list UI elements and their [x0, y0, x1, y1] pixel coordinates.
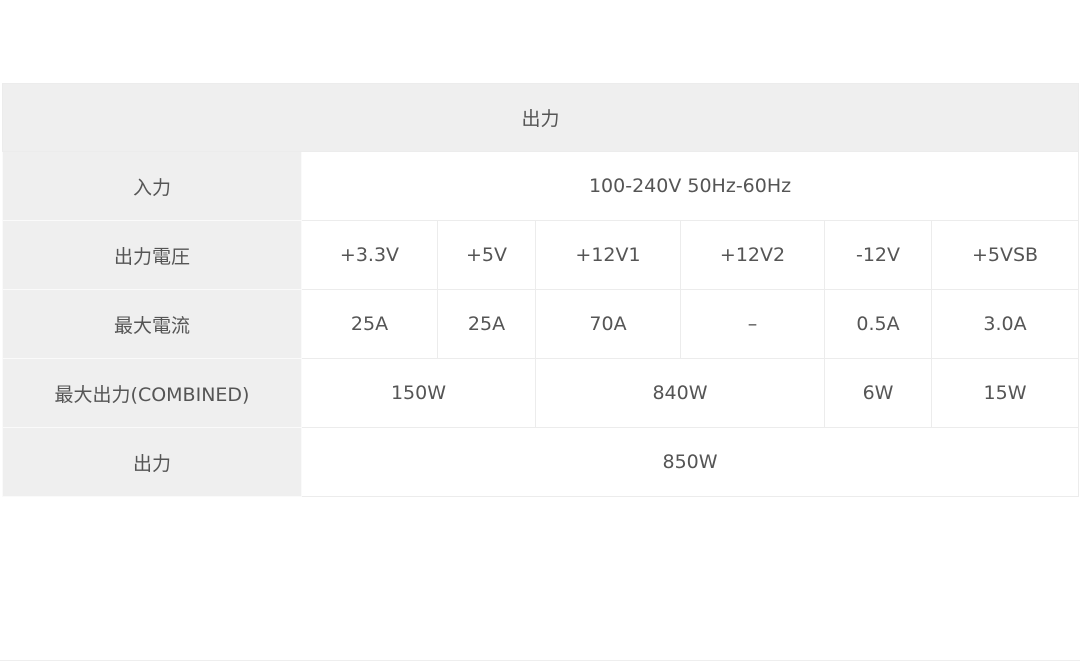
table-cell: +5V: [437, 220, 536, 290]
table-cell: 70A: [535, 289, 681, 359]
row-label: 入力: [2, 151, 302, 221]
table-cell: 0.5A: [824, 289, 932, 359]
table-row-voltage: 出力電圧 +3.3V +5V +12V1 +12V2 -12V +5VSB: [2, 220, 1080, 290]
table-cell: +12V2: [680, 220, 825, 290]
divider: [0, 660, 1080, 661]
table-row-current: 最大電流 25A 25A 70A – 0.5A 3.0A: [2, 289, 1080, 359]
row-label: 出力: [2, 427, 302, 497]
row-label: 出力電圧: [2, 220, 302, 290]
table-cell: 25A: [437, 289, 536, 359]
table-cell: 15W: [930, 358, 1080, 428]
row-label: 最大出力(COMBINED): [2, 358, 302, 428]
table-cell: 25A: [301, 289, 438, 359]
input-value: 100-240V 50Hz-60Hz: [300, 151, 1080, 221]
table-cell: 6W: [824, 358, 932, 428]
table-cell: +12V1: [535, 220, 681, 290]
table-row-input: 入力 100-240V 50Hz-60Hz: [2, 151, 1080, 221]
table-title: 出力: [1, 83, 1080, 152]
table-header-row: 出力: [1, 83, 1080, 152]
table-row-combined: 最大出力(COMBINED) 150W 840W 6W 15W: [2, 358, 1080, 428]
psu-spec-table: 出力 入力 100-240V 50Hz-60Hz 出力電圧 +3.3V +5V …: [1, 83, 1080, 497]
output-value: 850W: [300, 427, 1080, 497]
table-cell: –: [680, 289, 825, 359]
row-label: 最大電流: [2, 289, 302, 359]
table-cell: 150W: [301, 358, 536, 428]
table-cell: +3.3V: [301, 220, 438, 290]
table-row-output: 出力 850W: [2, 427, 1080, 497]
table-cell: +5VSB: [930, 220, 1080, 290]
table-cell: -12V: [824, 220, 932, 290]
table-cell: 3.0A: [930, 289, 1080, 359]
table-cell: 840W: [535, 358, 825, 428]
